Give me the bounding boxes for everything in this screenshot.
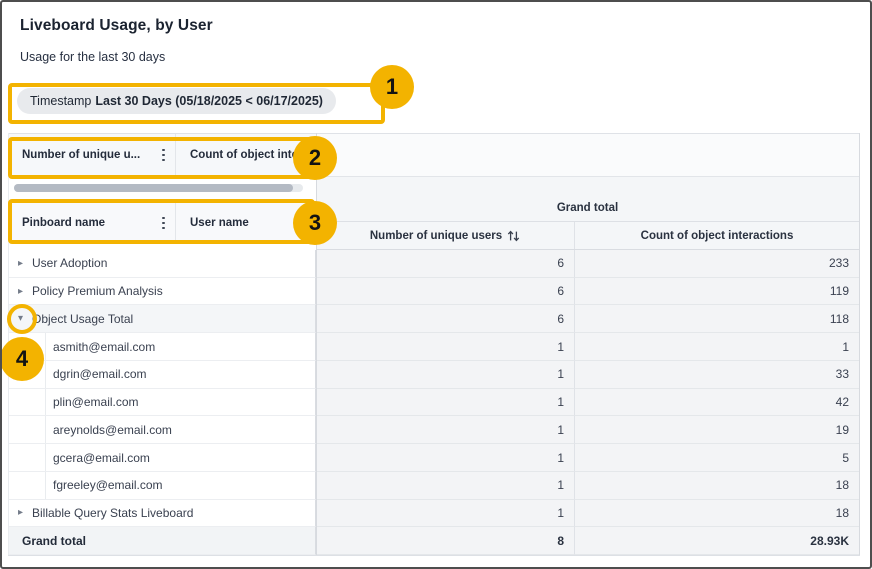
row-label: dgrin@email.com [53,367,147,382]
row-label-cell[interactable]: areynolds@email.com [8,416,316,445]
column-header-label: Pinboard name [22,217,106,229]
horizontal-scrollbar[interactable] [14,184,303,192]
row-label-cell[interactable]: fgreeley@email.com [8,471,316,500]
usage-table: Number of unique u... Count of object in… [8,133,860,556]
page-subtitle: Usage for the last 30 days [20,50,166,64]
header-filler [316,134,859,177]
table-right-border [859,133,860,556]
table-bottom-border [8,555,860,556]
unique-users-value-cell: 1 [316,388,575,417]
scrollbar-thumb[interactable] [14,184,293,192]
table-rows: ▸ User Adoption 6 233 ▸ Policy Premium A… [8,250,859,556]
unique-users-value-cell: 6 [316,250,575,278]
column-header-pinboard-name[interactable]: Pinboard name [8,202,176,244]
sort-icon[interactable] [507,230,520,242]
filter-chip-value: Last 30 Days (05/18/2025 < 06/17/2025) [95,94,323,108]
unique-users-value-cell: 8 [316,527,575,556]
interactions-value-cell: 33 [575,360,859,389]
timestamp-filter-chip[interactable]: Timestamp Last 30 Days (05/18/2025 < 06/… [17,88,336,114]
value-header-label: Count of object interactions [640,229,794,242]
row-label-cell[interactable]: asmith@email.com [8,333,316,361]
interactions-value-cell: 18 [575,499,859,528]
value-header-label: Number of unique users [369,229,503,242]
expand-toggle-icon[interactable]: ▸ [18,285,24,297]
expand-toggle-icon[interactable]: ▸ [18,257,24,269]
table-row[interactable]: ▾ Object Usage Total 6 118 [8,305,859,334]
unique-users-value-cell: 1 [316,471,575,500]
grand-total-group-label: Grand total [556,202,619,214]
column-header-label: User name [190,217,249,229]
kebab-menu-icon[interactable] [160,147,167,164]
row-label: fgreeley@email.com [53,478,163,493]
interactions-value-cell: 233 [575,250,859,278]
column-header-label: Count of object inte... [190,149,308,161]
table-row[interactable]: gcera@email.com 1 5 [8,444,859,472]
row-label: Grand total [22,533,87,548]
grand-total-group-header: Grand total [316,177,859,222]
interactions-value-cell: 18 [575,471,859,500]
unique-users-value-cell: 1 [316,499,575,528]
unique-users-value-cell: 6 [316,277,575,306]
table-row[interactable]: areynolds@email.com 1 19 [8,416,859,445]
column-header-user-name[interactable]: User name [176,202,316,244]
row-label-cell[interactable]: gcera@email.com [8,444,316,472]
annotation-callout-3: 3 [293,201,337,245]
interactions-value-cell: 119 [575,277,859,306]
table-row[interactable]: ▸ Policy Premium Analysis 6 119 [8,277,859,306]
table-row[interactable]: asmith@email.com 1 1 [8,333,859,361]
annotation-callout-1: 1 [370,65,414,109]
row-label: gcera@email.com [53,450,150,465]
interactions-value-cell: 28.93K [575,527,859,556]
row-label-cell[interactable]: ▸ Policy Premium Analysis [8,277,316,306]
unique-users-value-cell: 1 [316,360,575,389]
table-row[interactable]: plin@email.com 1 42 [8,388,859,417]
interactions-value-cell: 1 [575,333,859,361]
table-row[interactable]: ▸ User Adoption 6 233 [8,250,859,278]
row-label-cell[interactable]: plin@email.com [8,388,316,417]
table-row[interactable]: ▸ Billable Query Stats Liveboard 1 18 [8,499,859,528]
frozen-panel-divider [316,133,317,556]
expand-toggle-icon[interactable]: ▸ [18,507,24,519]
row-label: User Adoption [32,256,108,271]
row-label-cell[interactable]: ▸ Billable Query Stats Liveboard [8,499,316,528]
unique-users-value-cell: 1 [316,416,575,445]
row-label: plin@email.com [53,395,139,410]
value-header-unique-users[interactable]: Number of unique users [316,222,575,249]
value-column-headers: Number of unique users Count of object i… [316,222,859,250]
row-label: Object Usage Total [32,311,134,326]
table-row[interactable]: dgrin@email.com 1 33 [8,360,859,389]
table-row[interactable]: fgreeley@email.com 1 18 [8,471,859,500]
row-label: asmith@email.com [53,339,156,354]
interactions-value-cell: 118 [575,305,859,334]
column-header-unique-users[interactable]: Number of unique u... [8,134,176,177]
annotation-ring-expand-icon [7,304,37,334]
filter-chip-label: Timestamp [30,94,92,108]
interactions-value-cell: 19 [575,416,859,445]
interactions-value-cell: 42 [575,388,859,417]
unique-users-value-cell: 1 [316,444,575,472]
row-label-cell[interactable]: dgrin@email.com [8,360,316,389]
annotation-callout-2: 2 [293,136,337,180]
row-label: areynolds@email.com [53,422,172,437]
kebab-menu-icon[interactable] [160,215,167,232]
page-title: Liveboard Usage, by User [20,17,213,34]
row-label-cell[interactable]: ▾ Object Usage Total [8,305,316,334]
row-label: Billable Query Stats Liveboard [32,505,194,520]
row-label: Policy Premium Analysis [32,284,163,299]
row-label-cell[interactable]: ▸ User Adoption [8,250,316,278]
value-header-object-interactions[interactable]: Count of object interactions [575,222,859,249]
unique-users-value-cell: 6 [316,305,575,334]
annotation-callout-4: 4 [2,337,44,381]
column-header-object-interactions[interactable]: Count of object inte... [176,134,316,177]
row-label-cell[interactable]: Grand total [8,527,316,556]
table-top-border [8,133,860,134]
unique-users-value-cell: 1 [316,333,575,361]
table-row[interactable]: Grand total 8 28.93K [8,527,859,556]
column-header-label: Number of unique u... [22,149,141,161]
interactions-value-cell: 5 [575,444,859,472]
